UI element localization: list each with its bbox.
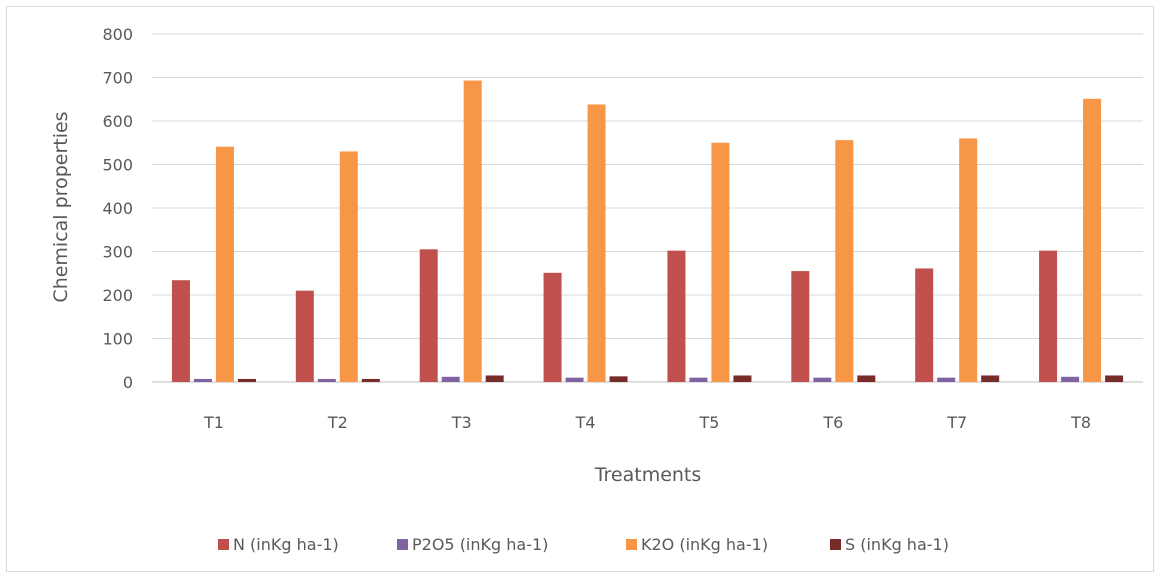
- x-tick-label: T2: [327, 413, 348, 432]
- bar: [441, 376, 460, 382]
- x-tick-label: T5: [698, 413, 719, 432]
- legend-item: N (inKg ha-1): [218, 535, 339, 554]
- legend-label: N (inKg ha-1): [233, 535, 339, 554]
- bar: [317, 378, 336, 382]
- bar: [937, 377, 956, 382]
- x-axis-ticks: T1 T2 T3 T4 T5 T6 T7 T8: [203, 413, 1091, 432]
- y-tick-label: 400: [102, 199, 133, 218]
- bar: [791, 271, 810, 382]
- y-axis-title: Chemical properties: [50, 111, 72, 302]
- bar: [485, 375, 504, 382]
- bar: [543, 272, 562, 382]
- y-tick-label: 800: [102, 25, 133, 44]
- legend-item: K2O (inKg ha-1): [626, 535, 768, 554]
- bar: [419, 249, 438, 382]
- legend-swatch: [626, 539, 637, 550]
- bar: [609, 376, 628, 382]
- x-tick-label: T3: [451, 413, 472, 432]
- bar: [237, 378, 256, 382]
- bar: [711, 142, 730, 382]
- legend-label: K2O (inKg ha-1): [641, 535, 768, 554]
- bar: [1105, 375, 1124, 382]
- bar: [959, 138, 978, 382]
- bar: [463, 80, 482, 383]
- y-tick-label: 700: [102, 69, 133, 88]
- x-tick-label: T6: [822, 413, 843, 432]
- x-tick-label: T8: [1070, 413, 1091, 432]
- bar: [171, 280, 190, 382]
- y-tick-label: 200: [102, 286, 133, 305]
- y-tick-label: 300: [102, 243, 133, 262]
- legend-swatch: [397, 539, 408, 550]
- bar: [215, 146, 234, 382]
- bar: [587, 104, 606, 382]
- legend-label: P2O5 (inKg ha-1): [412, 535, 548, 554]
- legend: N (inKg ha-1) P2O5 (inKg ha-1) K2O (inKg h…: [218, 535, 949, 554]
- bar: [1061, 376, 1080, 382]
- legend-swatch: [218, 539, 229, 550]
- x-tick-label: T1: [203, 413, 224, 432]
- legend-item: P2O5 (inKg ha-1): [397, 535, 548, 554]
- legend-label: S (inKg ha-1): [845, 535, 949, 554]
- y-tick-label: 500: [102, 156, 133, 175]
- bar: [689, 377, 708, 382]
- x-tick-label: T7: [946, 413, 967, 432]
- bar: [565, 377, 584, 382]
- bars: [171, 80, 1124, 383]
- bar: [733, 375, 752, 382]
- legend-swatch: [830, 539, 841, 550]
- legend-item: S (inKg ha-1): [830, 535, 949, 554]
- y-tick-label: 0: [123, 373, 133, 392]
- bar: [981, 375, 1000, 382]
- bar: [339, 151, 358, 382]
- bar: [1083, 98, 1102, 382]
- gridlines: [152, 33, 1143, 383]
- y-axis-ticks: 0 100 200 300 400 500 600 700 800: [102, 25, 133, 392]
- bar: [295, 290, 314, 382]
- y-tick-label: 100: [102, 330, 133, 349]
- bar: [915, 268, 934, 382]
- bar: [813, 377, 832, 382]
- bar: [361, 378, 380, 382]
- bar: [857, 375, 876, 382]
- y-tick-label: 600: [102, 112, 133, 131]
- bar: [667, 250, 686, 382]
- x-tick-label: T4: [575, 413, 596, 432]
- x-axis-title: Treatments: [594, 464, 702, 486]
- bar: [193, 378, 212, 382]
- bar: [1039, 250, 1058, 382]
- bar: [835, 140, 854, 382]
